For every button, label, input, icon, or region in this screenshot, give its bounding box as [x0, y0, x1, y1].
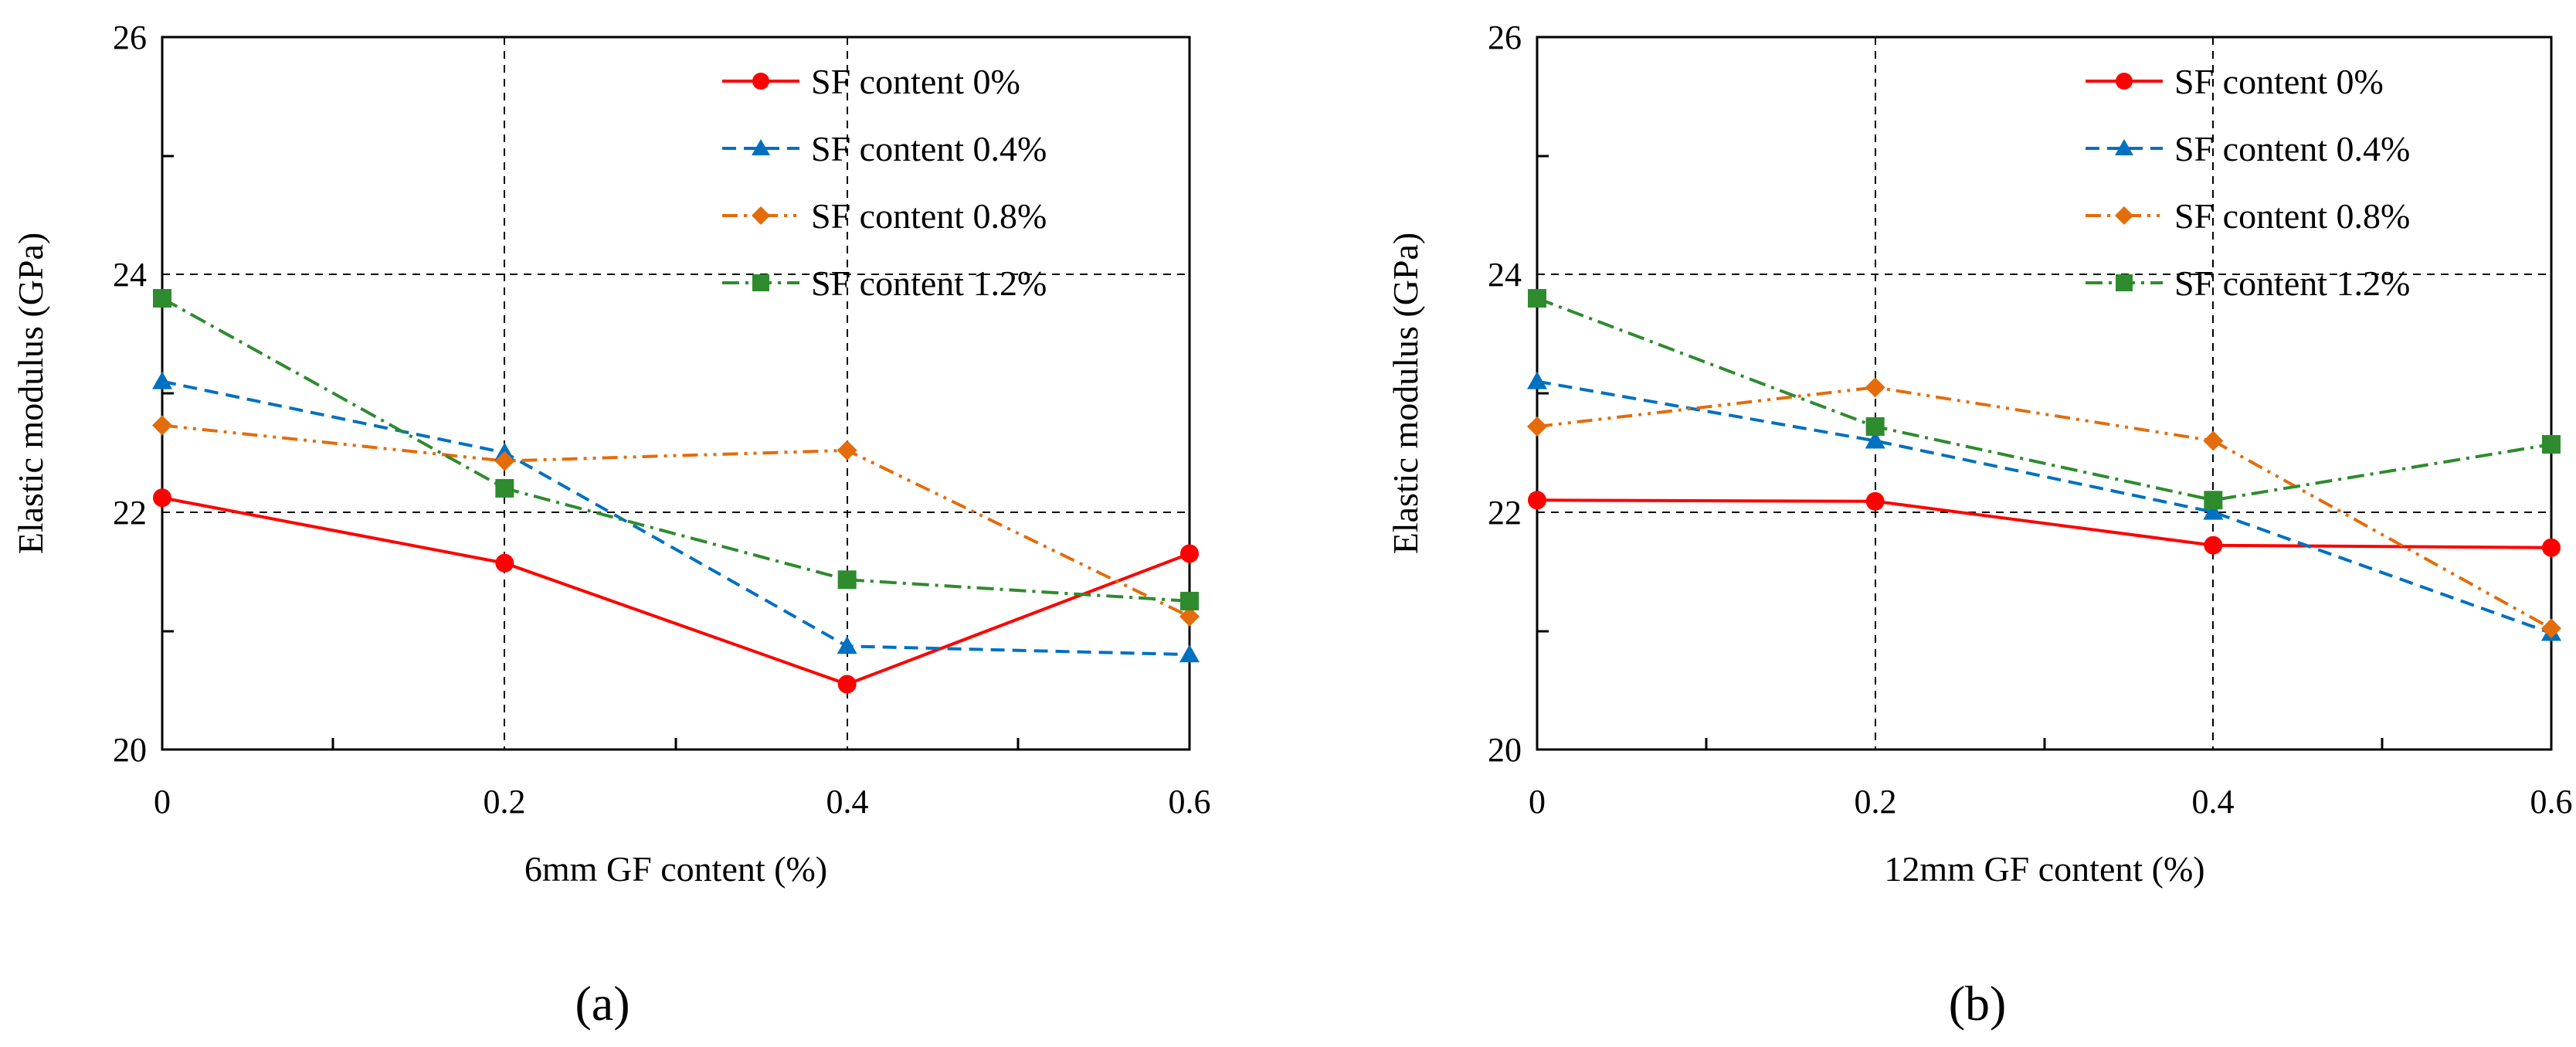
legend-label: SF content 0%: [2174, 62, 2384, 101]
data-point-square: [1528, 289, 1546, 308]
data-point-triangle: [2203, 501, 2224, 520]
data-point-circle: [1180, 544, 1199, 563]
legend-item: SF content 0.8%: [2086, 196, 2410, 236]
tick-marks: [1537, 155, 2384, 750]
legend-marker-square: [2116, 274, 2133, 291]
y-tick-label: 22: [1488, 494, 1522, 532]
x-tick-label: 0: [154, 783, 171, 821]
series-line: [1536, 379, 2552, 635]
data-point-triangle: [1527, 371, 1547, 389]
series-line: [161, 496, 1190, 686]
legend-marker-diamond: [2115, 206, 2133, 225]
panel-label-b: (b): [1949, 976, 2007, 1031]
x-tick-label: 0.2: [1855, 783, 1897, 821]
legend-item: SF content 0.4%: [722, 129, 1047, 168]
data-point-circle: [1528, 491, 1546, 510]
x-tick-labels: 0 0.2 0.4 0.6: [1529, 783, 2573, 821]
legend-label: SF content 1.2%: [2174, 263, 2410, 303]
data-point-triangle: [1865, 430, 1885, 449]
y-tick-labels: 20 22 24 26: [113, 19, 147, 769]
panel-a: 0 0.2 0.4 0.6 20 22 24 26 6mm GF content…: [11, 19, 1211, 1031]
y-tick-labels: 20 22 24 26: [1488, 19, 1522, 769]
y-tick-label: 20: [113, 731, 147, 769]
legend-label: SF content 0%: [811, 62, 1020, 101]
grid-lines: [1537, 37, 2551, 750]
legend-item: SF content 0.4%: [2086, 129, 2410, 168]
legend-item: SF content 1.2%: [2086, 263, 2410, 303]
y-tick-label: 24: [1488, 256, 1522, 294]
y-tick-label: 26: [113, 19, 147, 56]
legend-marker-diamond: [752, 206, 770, 225]
legend-label: SF content 0.8%: [2174, 196, 2410, 236]
x-tick-label: 0.6: [2530, 783, 2573, 821]
x-tick-label: 0.2: [484, 783, 526, 821]
legend-item: SF content 1.2%: [722, 263, 1047, 303]
data-point-diamond: [2541, 618, 2561, 639]
x-tick-label: 0.4: [2192, 783, 2235, 821]
data-point-square: [495, 478, 514, 498]
data-point-circle: [153, 488, 171, 508]
data-point-triangle: [152, 371, 172, 389]
x-tick-label: 0.6: [1169, 783, 1211, 821]
data-point-circle: [1865, 491, 1885, 511]
data-point-square: [153, 289, 171, 308]
legend: SF content 0% SF content 0.4% SF content…: [2086, 62, 2410, 303]
data-point-circle: [495, 553, 514, 573]
legend-marker-circle: [2116, 73, 2133, 90]
legend-label: SF content 0.8%: [811, 196, 1047, 236]
data-point-square: [1180, 591, 1199, 610]
series-group: [1527, 289, 2561, 641]
series-line: [1536, 297, 2552, 502]
data-point-diamond: [494, 450, 515, 471]
panel-label-a: (a): [575, 976, 630, 1031]
series-line: [1536, 498, 2552, 549]
legend: SF content 0% SF content 0.4% SF content…: [722, 62, 1047, 303]
legend-marker-circle: [752, 73, 769, 90]
series-line: [161, 379, 1190, 657]
y-tick-label: 20: [1488, 731, 1522, 769]
data-point-circle: [2204, 535, 2223, 555]
y-axis-title: Elastic modulus (GPa): [11, 233, 50, 555]
data-point-diamond: [837, 440, 857, 461]
data-point-square: [2542, 435, 2561, 454]
y-tick-label: 26: [1488, 19, 1522, 56]
data-point-diamond: [1179, 606, 1200, 627]
tick-marks: [162, 155, 1020, 750]
data-point-circle: [837, 675, 857, 694]
data-point-diamond: [1527, 416, 1547, 437]
data-point-square: [837, 570, 857, 590]
legend-marker-triangle: [752, 139, 770, 155]
grid-lines: [162, 37, 1190, 750]
data-point-triangle: [837, 636, 857, 654]
data-point-diamond: [2203, 430, 2224, 451]
y-axis-title: Elastic modulus (GPa): [1386, 233, 1425, 555]
data-point-circle: [2542, 538, 2561, 557]
series-line: [161, 297, 1190, 603]
series-group: [152, 289, 1200, 694]
legend-marker-square: [752, 274, 769, 291]
legend-label: SF content 0.4%: [811, 129, 1047, 168]
panel-b: 0 0.2 0.4 0.6 20 22 24 26 12mm GF conten…: [1386, 19, 2573, 1031]
data-point-diamond: [152, 415, 172, 436]
series-line: [1536, 386, 2552, 631]
data-point-square: [2204, 491, 2223, 510]
x-tick-labels: 0 0.2 0.4 0.6: [154, 783, 1211, 821]
legend-item: SF content 0%: [722, 62, 1020, 101]
x-axis-title: 12mm GF content (%): [1884, 849, 2204, 889]
y-tick-label: 22: [113, 494, 147, 532]
legend-item: SF content 0.8%: [722, 196, 1047, 236]
x-axis-title: 6mm GF content (%): [524, 849, 827, 889]
legend-label: SF content 0.4%: [2174, 129, 2410, 168]
x-tick-label: 0: [1529, 783, 1546, 821]
data-point-square: [1865, 417, 1885, 437]
legend-marker-triangle: [2115, 139, 2133, 155]
legend-label: SF content 1.2%: [811, 263, 1047, 303]
data-point-diamond: [1865, 377, 1885, 398]
legend-item: SF content 0%: [2086, 62, 2384, 101]
y-tick-label: 24: [113, 256, 147, 294]
data-point-triangle: [1179, 644, 1200, 663]
x-tick-label: 0.4: [826, 783, 869, 821]
series-line: [161, 423, 1190, 618]
